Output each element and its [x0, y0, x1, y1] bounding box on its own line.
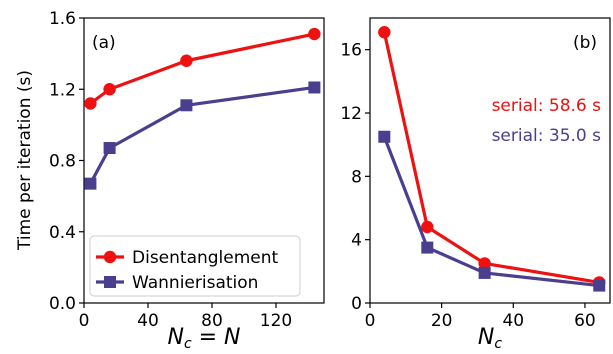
panel-a-ytick-label: 0.0: [49, 294, 76, 314]
panel-b-xlabel-sub: c: [494, 336, 502, 352]
panel-a-ytick-label: 1.2: [49, 80, 76, 100]
panel-a-ytick-label: 0.4: [49, 223, 76, 243]
panel-b-ytick-label: 4: [351, 231, 362, 251]
panel-b-series-0-point: [478, 257, 491, 270]
panel-b-series-0-line: [382, 31, 600, 284]
panel-a-xtick-label: 80: [201, 311, 223, 331]
panel-a-series: [84, 27, 321, 190]
panel-b-series: [378, 26, 606, 292]
legend-label-1: Wannierisation: [132, 273, 258, 293]
panel-a-ticks: 0 40 80 120 0.0 0.4 0.8 1.2 1.6: [49, 9, 292, 331]
panel-b-ytick-label: 8: [351, 167, 362, 187]
panel-a: 0 40 80 120 0.0 0.4 0.8 1.2 1.6 (a) Time per ite…: [15, 9, 325, 352]
panel-a-series-0-point: [180, 54, 193, 67]
annotation-serial-disentanglement: serial: 58.6 s: [492, 96, 602, 116]
panel-a-series-1-line: [88, 85, 315, 185]
legend: Disentanglement Wannierisation: [89, 235, 301, 297]
panel-b-xtick-label: 20: [431, 311, 453, 331]
panel-b: 0 20 40 60 0 4 8 12 16 (b) Nc serial: 58.6 s ser…: [340, 17, 611, 352]
panel-a-series-1-point: [180, 99, 193, 112]
panel-b-ytick-label: 16: [340, 41, 362, 61]
panel-b-xtick-label: 40: [502, 311, 524, 331]
panel-b-series-1-point: [593, 279, 606, 292]
panel-a-ylabel: Time per iteration (s): [15, 70, 35, 251]
panel-a-xtick-label: 120: [260, 311, 292, 331]
panel-a-ytick-label: 0.8: [49, 152, 76, 172]
legend-box: [89, 235, 301, 297]
panel-b-series-1-point: [478, 266, 491, 279]
panel-a-series-0-line: [89, 32, 315, 105]
panel-a-series-0-point: [84, 97, 97, 110]
panel-b-ticks: 0 20 40 60 0 4 8 12 16: [340, 41, 595, 331]
panel-b-frame: [369, 17, 611, 304]
panel-b-series-1-line: [382, 136, 600, 288]
panel-a-xtick-label: 40: [137, 311, 159, 331]
annotation-serial-wannierisation: serial: 35.0 s: [492, 126, 602, 146]
panel-b-series-1-point: [378, 130, 391, 143]
panel-a-series-1-point: [308, 81, 321, 94]
panel-b-series-0-point: [378, 26, 391, 39]
panel-a-label: (a): [92, 33, 116, 53]
panel-b-xtick-label: 0: [365, 311, 376, 331]
legend-label-0: Disentanglement: [132, 248, 279, 268]
legend-swatch-marker-0: [103, 250, 117, 264]
panel-b-xlabel: Nc: [478, 325, 502, 352]
panel-a-xlabel-sub: c: [184, 336, 192, 352]
panel-b-label: (b): [573, 33, 597, 53]
panel-a-series-0-point: [308, 27, 321, 41]
panel-a-xlabel: Nc = N: [167, 325, 240, 352]
panel-a-series-1-point: [103, 142, 116, 155]
panel-a-xtick-label: 0: [79, 311, 90, 331]
panel-b-series-0-point: [421, 220, 434, 234]
legend-swatch-marker-1: [104, 276, 116, 288]
panel-a-series-1-point: [84, 177, 97, 190]
panel-a-xlabel-rest: = N: [192, 325, 241, 350]
panel-a-xlabel-main: N: [167, 325, 183, 350]
legend-items: Disentanglement Wannierisation: [96, 248, 279, 293]
panel-a-ytick-label: 1.6: [49, 9, 76, 29]
panel-b-ytick-label: 0: [351, 294, 362, 314]
panel-b-xlabel-main: N: [478, 325, 494, 350]
panel-a-series-0-point: [103, 83, 116, 96]
panel-b-ytick-label: 12: [340, 104, 362, 124]
panel-b-series-1-point: [421, 241, 434, 254]
panel-b-xtick-label: 60: [574, 311, 596, 331]
